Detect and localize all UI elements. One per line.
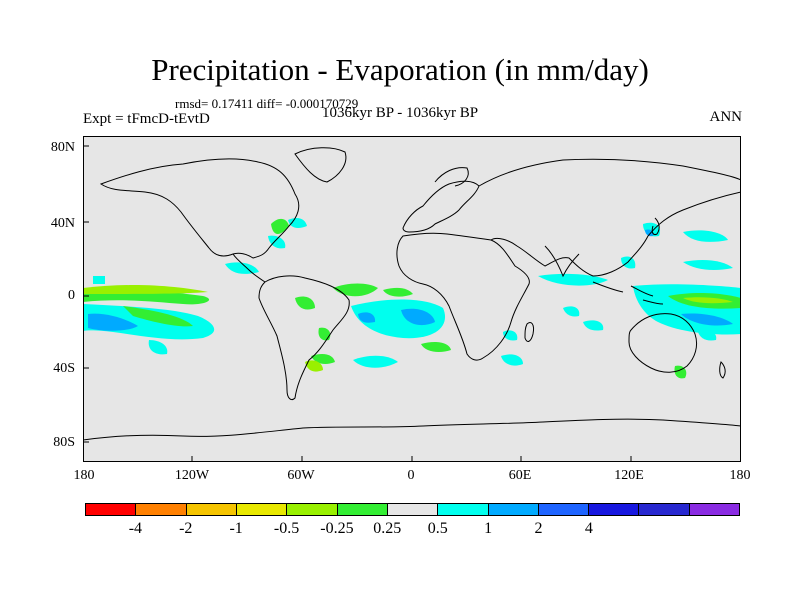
wet-region-indian-ocean-south: [501, 354, 523, 366]
wet-region-tropical-nw-pacific: [683, 260, 733, 270]
coast-greenland: [294, 147, 347, 183]
coast-australia: [628, 313, 698, 373]
dry-region-brazil-coast: [318, 327, 331, 341]
rmsd-stats: rmsd= 0.17411 diff= -0.000170729: [175, 96, 359, 111]
axis-ticks: [83, 145, 632, 462]
colorbar-label: 0.25: [373, 520, 402, 537]
colorbar-label: -4: [128, 520, 143, 537]
wet-region-nw-atlantic: [288, 218, 307, 228]
lat-label-40n: 40N: [50, 216, 75, 231]
coast-new-zealand: [719, 361, 726, 379]
lon-label-180e: 180: [729, 468, 751, 483]
colorbar-label: 4: [584, 520, 593, 537]
colorbar-label: -0.5: [273, 520, 300, 537]
wet-region-gulf: [268, 235, 286, 249]
lon-label-120w: 120W: [174, 468, 210, 483]
colorbar: [85, 503, 740, 516]
colorbar-box-0: [86, 504, 137, 515]
experiment-label: Expt = tFmcD-tEvtD: [83, 111, 210, 127]
colorbar-label: 2: [534, 520, 543, 537]
lat-label-0: 0: [68, 288, 75, 303]
dry-region-south-atlantic-low: [305, 360, 323, 372]
dry-region-amazon: [295, 296, 315, 310]
wet-region-south-atlantic-core-2: [358, 312, 376, 323]
colorbar-box-9: [538, 504, 590, 515]
coastlines: [83, 147, 741, 441]
lon-label-60e: 60E: [508, 468, 532, 483]
coast-scandinavia: [434, 167, 469, 187]
wet-region-central-pacific-core: [88, 313, 138, 331]
colorbar-label: 1: [484, 520, 493, 537]
dry-region-se-pacific: [123, 306, 193, 327]
colorbar-label: 0.5: [427, 520, 448, 537]
coast-central-america: [232, 253, 266, 283]
season-label: ANN: [709, 109, 743, 125]
dry-region-equatorial-atlantic: [333, 283, 378, 297]
wet-region-south-atlantic-mid: [353, 355, 398, 368]
coast-india: [544, 245, 580, 278]
dry-region-warm-pool-2: [683, 297, 733, 304]
coast-indonesia: [592, 281, 664, 305]
wet-region-arabian-sea: [538, 273, 608, 286]
coast-antarctica: [83, 418, 741, 441]
colorbar-box-2: [186, 504, 237, 515]
coast-africa: [396, 232, 530, 361]
colorbar-box-5: [337, 504, 388, 515]
wet-region-south-atlantic: [351, 299, 446, 339]
coast-japan: [651, 217, 660, 235]
wet-region-se-pacific-patch: [148, 340, 168, 355]
colorbar-box-11: [639, 504, 690, 515]
period-label: 1036kyr BP - 1036kyr BP: [322, 105, 479, 121]
colorbar-box-7: [438, 504, 489, 515]
colorbar-label: -2: [179, 520, 193, 537]
lon-label-120e: 120E: [614, 468, 644, 483]
dry-region-us-east-coast: [271, 218, 289, 234]
colorbar-label: -1: [229, 520, 243, 537]
dry-region-south-atlantic-band-2: [421, 342, 451, 352]
anomaly-fields: [83, 218, 741, 379]
wet-region-japan: [645, 229, 654, 237]
wet-region-indian-ocean-east-2: [583, 320, 604, 331]
wet-region-indian-ocean-east: [563, 306, 580, 317]
wet-region-south-atlantic-core: [401, 308, 435, 326]
colorbar-box-4: [287, 504, 338, 515]
colorbar-box-8: [488, 504, 539, 515]
lat-label-80n: 80N: [50, 140, 75, 155]
coast-europe: [402, 180, 480, 233]
colorbar-box-1: [136, 504, 187, 515]
lat-label-80s: 80S: [53, 435, 75, 450]
coast-madagascar: [524, 321, 534, 342]
wet-region-north-pacific: [683, 230, 728, 242]
lon-label-180w: 180: [73, 468, 95, 483]
wet-region-spcz-core: [681, 313, 733, 326]
lon-label-60w: 60W: [287, 468, 315, 483]
colorbar-box-6: [387, 504, 439, 515]
lon-label-0: 0: [407, 468, 415, 483]
coast-south-america: [258, 275, 350, 401]
coast-asia: [478, 158, 741, 277]
world-map: [83, 136, 741, 462]
dry-region-equatorial-atlantic-2: [383, 287, 413, 297]
colorbar-label: -0.25: [320, 520, 354, 537]
colorbar-box-10: [589, 504, 640, 515]
coast-north-america: [99, 158, 300, 259]
colorbar-box-12: [689, 504, 740, 515]
wet-region-tasman: [698, 330, 717, 341]
chart-title: Precipitation - Evaporation (in mm/day): [151, 52, 649, 87]
colorbar-box-3: [236, 504, 288, 515]
dry-region-equatorial-pacific-2: [83, 285, 208, 294]
wet-region-east-pacific-patch: [93, 276, 105, 284]
lat-label-40s: 40S: [53, 361, 75, 376]
